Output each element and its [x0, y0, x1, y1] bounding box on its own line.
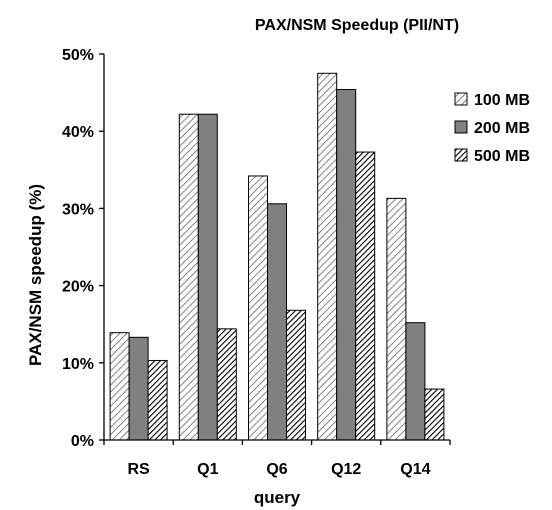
y-tick-label: 20%: [62, 279, 94, 296]
legend-swatch: [454, 148, 468, 162]
bar-100-mb-rs: [109, 332, 130, 441]
chart-title: PAX/NSM Speedup (PII/NT): [255, 17, 459, 34]
bar-500-mb-rs: [147, 359, 168, 441]
legend: 100 MB 200 MB 500 MB: [454, 92, 530, 165]
x-tick-label: Q6: [266, 461, 287, 478]
x-tick-label: Q12: [331, 461, 361, 478]
x-axis-ticks: RS Q1 Q6 Q12 Q14: [103, 440, 451, 478]
bar-200-mb-q14: [405, 322, 426, 441]
y-tick-label: 40%: [62, 124, 94, 141]
legend-swatch: [454, 92, 468, 106]
bar-500-mb-q1: [216, 328, 237, 441]
legend-label: 500 MB: [474, 148, 530, 165]
x-axis-title: query: [254, 488, 301, 507]
legend-label: 200 MB: [474, 120, 530, 137]
y-tick-label: 10%: [62, 356, 94, 373]
y-tick-label: 50%: [62, 47, 94, 64]
x-tick-label: Q1: [197, 461, 218, 478]
x-tick-label: RS: [127, 461, 150, 478]
bar-200-mb-q6: [267, 203, 287, 441]
y-axis-title: PAX/NSM speedup (%): [26, 184, 45, 366]
legend-label: 100 MB: [474, 92, 530, 109]
bar-200-mb-q1: [197, 113, 218, 441]
bar-200-mb-q12: [336, 89, 357, 441]
y-axis-ticks: 0% 10% 20% 30% 40% 50%: [62, 47, 104, 450]
y-tick-label: 30%: [62, 201, 94, 218]
bar-100-mb-q1: [178, 113, 199, 441]
bar-500-mb-q14: [424, 388, 445, 441]
bar-100-mb-q12: [317, 72, 338, 441]
bar-500-mb-q6: [286, 309, 306, 441]
x-tick-label: Q14: [400, 461, 430, 478]
bar-100-mb-q6: [248, 175, 268, 441]
bar-100-mb-q14: [386, 197, 407, 441]
bars-group: [109, 72, 445, 441]
bar-500-mb-q12: [355, 151, 376, 441]
legend-swatch: [454, 120, 468, 134]
bar-200-mb-rs: [128, 336, 149, 441]
y-tick-label: 0%: [71, 433, 94, 450]
